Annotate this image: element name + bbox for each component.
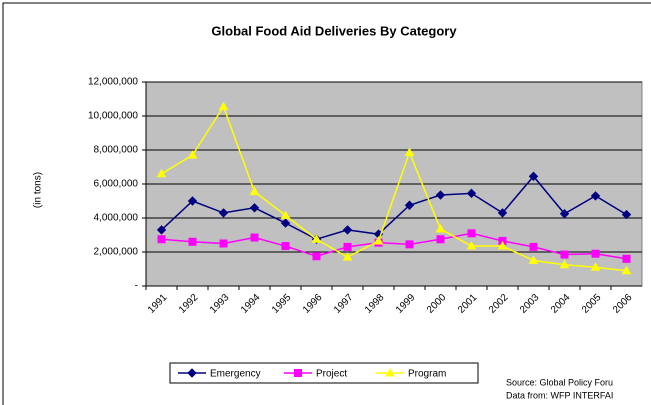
data-point [156, 168, 167, 178]
data-point [249, 186, 260, 196]
legend-box [169, 362, 479, 384]
data-point [559, 209, 570, 219]
data-point [621, 209, 632, 220]
note: Source: Global Policy Foru [506, 377, 613, 387]
y-tick-label: 8,000,000 [94, 145, 139, 156]
y-tick-label: 10,000,000 [88, 111, 138, 122]
series-line [160, 175, 627, 241]
y-tick-label: 12,000,000 [88, 77, 138, 88]
data-point [466, 241, 477, 250]
data-point [218, 208, 229, 218]
data-point [436, 235, 445, 244]
data-point [280, 218, 291, 228]
data-point [218, 101, 229, 111]
data-point [373, 235, 384, 245]
data-point [404, 200, 415, 210]
data-point [621, 265, 632, 275]
data-point [591, 249, 600, 258]
y-tick-label: 2,000,000 [94, 247, 139, 258]
legend-marker [385, 367, 395, 377]
data-point [466, 188, 477, 199]
data-point [188, 237, 197, 246]
data-point [157, 235, 166, 244]
data-point [312, 252, 321, 261]
data-point [559, 259, 570, 269]
legend-label: Project [316, 369, 347, 380]
data-point [435, 190, 446, 200]
series-line [161, 232, 627, 260]
data-point [622, 254, 631, 263]
data-point [249, 203, 260, 213]
data-point [156, 225, 167, 235]
data-point [467, 229, 476, 238]
data-point [497, 208, 508, 218]
data-point [590, 191, 601, 201]
data-point [342, 225, 353, 235]
data-point [187, 196, 198, 206]
legend-marker [294, 369, 302, 377]
y-tick-label: - [135, 281, 138, 292]
data-point [590, 262, 601, 271]
series-line [161, 104, 627, 272]
data-point [250, 233, 259, 242]
data-point [404, 147, 415, 157]
chart-title: Global Food Aid Deliveries By Category [211, 23, 457, 38]
legend-label: Program [408, 369, 446, 380]
y-axis-label: (in tons) [33, 172, 44, 208]
data-point [342, 252, 353, 261]
data-point [343, 242, 352, 251]
data-point [529, 242, 538, 251]
data-point [497, 241, 508, 250]
data-point [187, 150, 198, 159]
data-point [219, 239, 228, 248]
data-point [528, 255, 539, 264]
data-point [281, 242, 290, 251]
data-point [435, 224, 446, 233]
data-point [280, 210, 291, 219]
y-tick-label: 4,000,000 [94, 213, 139, 224]
y-tick-label: 6,000,000 [94, 179, 139, 190]
note: Data from: WFP INTERFAI [506, 390, 613, 400]
data-point [560, 250, 569, 259]
data-point [405, 240, 414, 249]
legend-label: Emergency [210, 369, 261, 380]
data-point [311, 234, 322, 243]
data-point [528, 171, 539, 182]
legend-marker [187, 368, 197, 378]
